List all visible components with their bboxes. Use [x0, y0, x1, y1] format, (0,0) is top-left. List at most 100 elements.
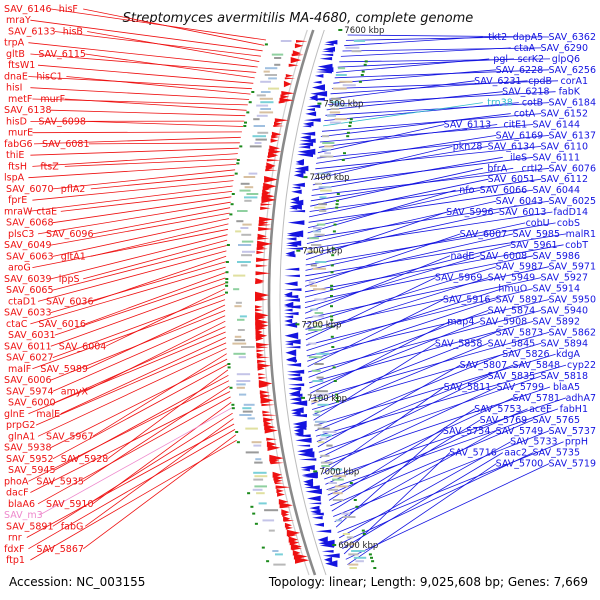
feature-block	[322, 142, 335, 144]
feature-block	[240, 264, 248, 267]
left-gene-label: SAV_6000	[8, 398, 56, 409]
right-gene-label: SAV_6228	[496, 65, 544, 76]
feature-block	[313, 414, 320, 416]
reverse-gene-arrow	[284, 305, 301, 309]
right-gene-label: SAV_5845	[488, 338, 536, 349]
right-leader-line	[345, 463, 550, 560]
right-gene-label: SAV_5811	[444, 382, 492, 393]
reverse-gene-arrow	[322, 553, 340, 558]
feature-block	[249, 145, 262, 148]
left-leader-line	[30, 147, 239, 156]
right-leader-line	[316, 135, 550, 159]
feature-block	[239, 414, 252, 416]
left-leader-line	[90, 174, 235, 190]
right-leader-line	[330, 80, 528, 95]
forward-gene-arrow	[261, 196, 277, 204]
reverse-gene-arrow	[286, 240, 302, 246]
feature-block	[234, 305, 242, 308]
left-gene-label: ftp1	[6, 555, 25, 566]
position-tick	[364, 60, 368, 63]
feature-block	[314, 182, 322, 185]
right-gene-label: SAV_5769	[480, 415, 528, 426]
left-leader-line	[30, 19, 263, 52]
feature-block	[335, 519, 342, 522]
reverse-gene-arrow	[310, 509, 321, 515]
feature-block	[351, 550, 365, 552]
right-leader-line	[307, 310, 542, 373]
left-gene-label: fdxF	[4, 544, 24, 555]
reverse-gene-arrow	[292, 182, 305, 187]
right-leader-line	[317, 364, 461, 448]
forward-gene-arrow	[260, 393, 271, 399]
position-tick	[368, 553, 372, 556]
reverse-gene-arrow	[310, 91, 328, 97]
reverse-gene-arrow	[294, 169, 306, 174]
right-leader-line	[312, 156, 503, 191]
position-tick	[225, 261, 229, 263]
right-leader-line	[311, 342, 542, 410]
left-leader-line	[85, 272, 226, 325]
right-leader-line	[324, 397, 567, 480]
right-leader-line	[305, 233, 514, 282]
right-gene-label: SAV_5753	[474, 404, 522, 415]
right-leader-line	[306, 211, 500, 255]
forward-gene-arrow	[278, 101, 286, 104]
right-gene-label: SAV_5835	[488, 371, 536, 382]
position-tick	[229, 213, 233, 216]
feature-block	[355, 560, 364, 563]
right-leader-line	[305, 222, 526, 271]
feature-block	[253, 125, 265, 127]
feature-block	[241, 233, 252, 236]
feature-block	[274, 63, 281, 66]
left-gene-label: glnA1	[8, 431, 35, 442]
right-leader-line	[337, 58, 515, 68]
left-gene-label: ftsZ	[40, 161, 59, 172]
feature-block	[272, 550, 279, 552]
left-leader-line	[50, 261, 227, 313]
feature-block	[253, 444, 262, 447]
feature-block	[321, 461, 333, 464]
right-gene-label: fabH1	[560, 404, 588, 415]
right-gene-label: SAV_5848	[512, 360, 560, 371]
left-leader-line	[90, 223, 229, 257]
right-gene-label: SAV_5894	[540, 338, 588, 349]
reverse-gene-arrow	[285, 346, 301, 349]
reverse-gene-arrow	[284, 318, 293, 324]
reverse-gene-arrow	[306, 108, 315, 112]
right-gene-label: aac2	[504, 448, 527, 459]
left-gene-label: SAV_6011	[4, 341, 52, 352]
right-gene-label: SAV_5862	[548, 327, 596, 338]
left-leader-line	[52, 169, 236, 190]
reverse-gene-arrow	[321, 550, 334, 553]
reverse-gene-arrow	[294, 434, 311, 438]
reverse-gene-arrow	[302, 475, 317, 479]
feature-block	[335, 485, 349, 488]
feature-block	[240, 227, 249, 229]
left-leader-line	[50, 310, 226, 381]
right-leader-line	[306, 299, 550, 357]
kbp-label: 7200 kbp	[301, 320, 341, 330]
feature-block	[317, 427, 330, 430]
right-gene-label: SAV_5986	[532, 251, 580, 262]
feature-block	[332, 499, 344, 501]
left-leader-line	[30, 87, 250, 100]
right-leader-line	[345, 36, 514, 41]
feature-block	[308, 329, 323, 331]
forward-gene-arrow	[258, 220, 269, 226]
reverse-gene-arrow	[312, 516, 323, 520]
feature-block	[251, 441, 262, 444]
left-leader-line	[52, 196, 232, 224]
forward-gene-arrow	[260, 206, 271, 210]
right-leader-line	[320, 386, 551, 464]
feature-block	[313, 288, 326, 291]
left-gene-label: trpA	[4, 38, 25, 49]
right-leader-line	[314, 353, 556, 426]
right-gene-label: SAV_6076	[548, 163, 596, 174]
left-gene-label: SAV_5935	[36, 476, 84, 487]
right-gene-label: SAV_6044	[532, 185, 580, 196]
forward-gene-arrow	[259, 216, 274, 222]
right-leader-line	[304, 255, 451, 314]
feature-block	[311, 400, 319, 403]
reverse-gene-arrow	[295, 162, 304, 166]
feature-block	[234, 339, 246, 342]
